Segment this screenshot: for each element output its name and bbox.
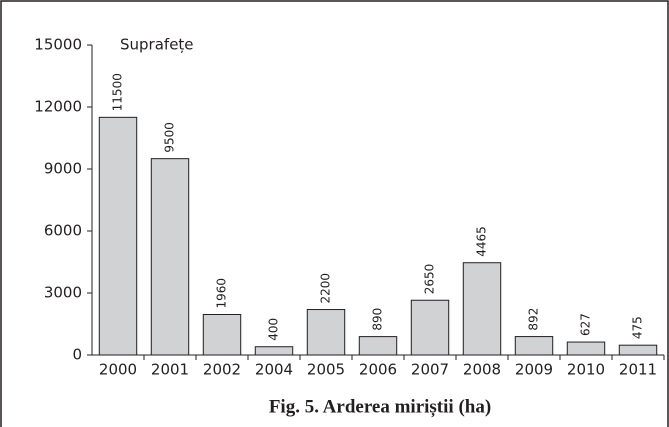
- bar: [462, 262, 502, 356]
- bar: [410, 299, 450, 356]
- bar: [202, 313, 242, 356]
- data-label: 892: [527, 308, 541, 331]
- data-label: 475: [631, 316, 645, 339]
- x-tick-label: 2009: [515, 361, 553, 379]
- x-tick-label: 2001: [151, 361, 189, 379]
- y-tick-label: 3000: [44, 284, 82, 302]
- annotation: Suprafețe: [120, 36, 194, 54]
- data-label: 2650: [423, 264, 437, 295]
- data-label: 400: [267, 318, 281, 341]
- x-tick-label: 2000: [99, 361, 137, 379]
- bar: [514, 336, 554, 356]
- data-label: 2200: [319, 273, 333, 304]
- bar: [618, 344, 658, 356]
- x-tick-label: 2006: [359, 361, 397, 379]
- y-tick-label: 12000: [34, 98, 82, 116]
- x-tick-label: 2004: [255, 361, 293, 379]
- data-label: 1960: [215, 278, 229, 309]
- data-label: 890: [371, 308, 385, 331]
- data-label: 627: [579, 313, 593, 336]
- bar: [254, 346, 294, 356]
- bar: [150, 158, 190, 356]
- x-tick-label: 2011: [619, 361, 657, 379]
- y-tick-label: 6000: [44, 222, 82, 240]
- y-tick-label: 9000: [44, 160, 82, 178]
- x-tick-label: 2008: [463, 361, 501, 379]
- bar: [98, 116, 138, 356]
- bar: [306, 309, 346, 356]
- bar: [566, 341, 606, 356]
- chart-title: Fig. 5. Arderea miriștii (ha): [269, 396, 491, 417]
- x-tick-label: 2002: [203, 361, 241, 379]
- x-tick-label: 2005: [307, 361, 345, 379]
- bar: [358, 336, 398, 356]
- data-label: 9500: [163, 122, 177, 153]
- data-label: 11500: [111, 73, 125, 111]
- y-tick-label: 0: [72, 346, 82, 364]
- y-tick-label: 15000: [34, 36, 82, 54]
- data-label: 4465: [475, 226, 489, 257]
- x-tick-label: 2010: [567, 361, 605, 379]
- x-tick-label: 2007: [411, 361, 449, 379]
